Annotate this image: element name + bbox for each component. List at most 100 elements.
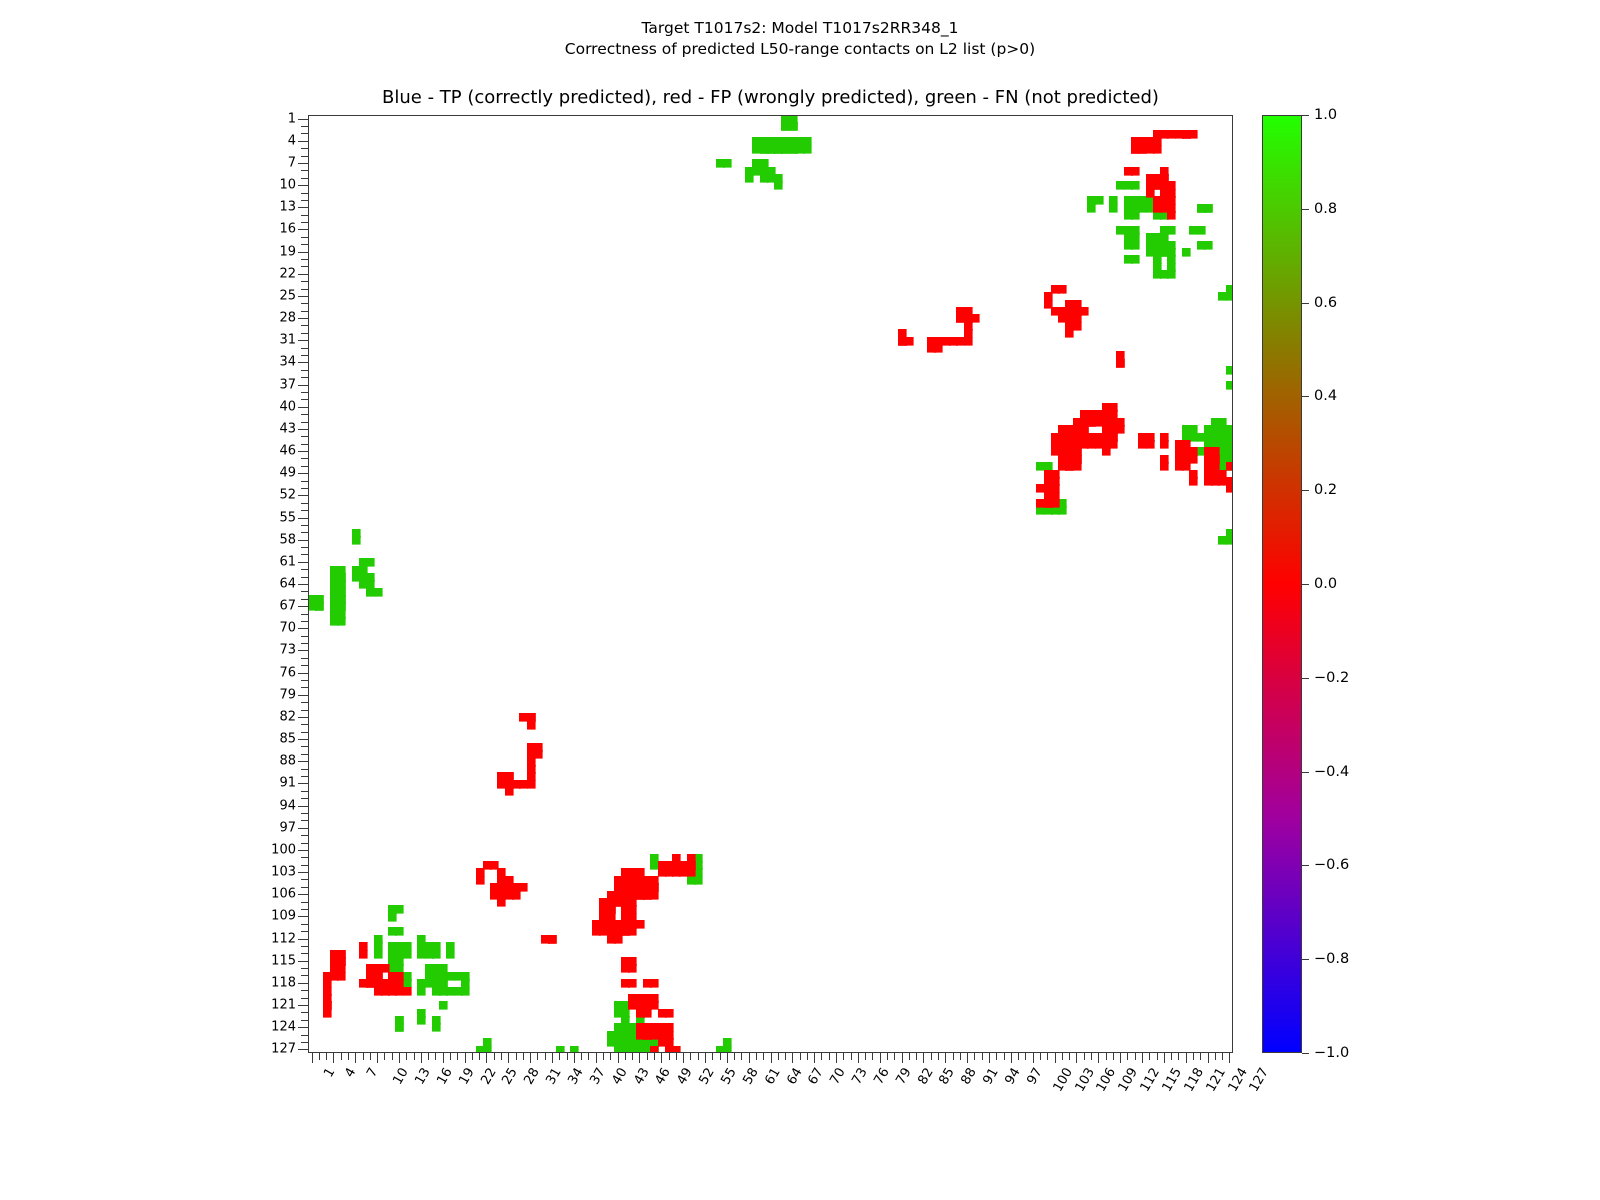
x-tick-label: 31 — [543, 1065, 565, 1088]
x-tick-label: 73 — [849, 1065, 871, 1088]
colorbar-tick-label: 0.4 — [1314, 388, 1338, 405]
x-tick-major — [420, 1053, 422, 1063]
y-tick-label: 70 — [279, 620, 296, 636]
x-tick-minor — [719, 1053, 721, 1060]
x-tick-label: 106 — [1093, 1065, 1120, 1095]
y-tick-minor — [301, 436, 308, 438]
y-tick-minor — [301, 547, 308, 549]
x-tick-minor — [1178, 1053, 1180, 1060]
x-tick-minor — [537, 1053, 539, 1060]
y-tick-minor — [301, 923, 308, 925]
y-tick-label: 43 — [279, 421, 296, 437]
y-tick-label: 64 — [279, 576, 296, 592]
y-tick-minor — [301, 532, 308, 534]
x-tick-major — [989, 1053, 990, 1063]
x-tick-major — [1163, 1053, 1165, 1063]
y-tick-minor — [301, 288, 308, 290]
y-tick-major — [298, 761, 308, 763]
x-tick-minor — [734, 1053, 736, 1060]
x-tick-minor — [318, 1053, 320, 1060]
y-tick-minor — [301, 510, 308, 512]
y-tick-label: 55 — [279, 510, 296, 526]
x-tick-label: 127 — [1246, 1065, 1273, 1095]
colorbar-tick-label: −0.6 — [1314, 857, 1350, 874]
y-tick-minor — [301, 842, 308, 844]
x-tick-minor — [653, 1053, 655, 1060]
y-tick-minor — [301, 170, 308, 172]
y-tick-minor — [301, 931, 308, 933]
x-tick-major — [1185, 1053, 1187, 1063]
x-tick-label: 10 — [390, 1065, 412, 1088]
x-tick-minor — [974, 1053, 976, 1060]
x-tick-label: 43 — [630, 1065, 653, 1088]
y-tick-major — [298, 849, 308, 851]
y-tick-minor — [301, 746, 308, 748]
y-tick-minor — [301, 975, 308, 977]
colorbar-tick — [1302, 677, 1309, 679]
y-tick-major — [298, 318, 308, 320]
y-tick-minor — [301, 369, 308, 371]
figure-legend-subtitle: Blue - TP (correctly predicted), red - F… — [382, 87, 1159, 108]
x-tick-major — [333, 1053, 335, 1063]
x-tick-minor — [1192, 1053, 1194, 1060]
x-tick-major — [530, 1053, 532, 1063]
colorbar-tick-label: −0.2 — [1314, 669, 1350, 686]
y-tick-label: 73 — [279, 642, 296, 658]
y-tick-minor — [301, 399, 308, 401]
x-tick-minor — [959, 1053, 961, 1060]
x-tick-minor — [1003, 1053, 1005, 1060]
x-tick-minor — [690, 1053, 692, 1060]
colorbar-gradient — [1262, 115, 1302, 1053]
colorbar-tick-label: 0.8 — [1314, 200, 1338, 217]
y-tick-major — [298, 872, 308, 874]
y-tick-minor — [301, 355, 308, 357]
colorbar-tick-label: 0.0 — [1314, 575, 1338, 592]
y-tick-label: 88 — [279, 753, 296, 769]
x-tick-minor — [588, 1053, 590, 1060]
y-tick-major — [298, 916, 308, 918]
x-tick-label: 4 — [342, 1065, 360, 1081]
y-tick-minor — [301, 901, 308, 903]
x-tick-label: 97 — [1024, 1065, 1046, 1088]
x-tick-minor — [1156, 1053, 1158, 1060]
colorbar-tick — [1302, 490, 1309, 492]
x-tick-major — [464, 1053, 466, 1063]
y-tick-label: 46 — [279, 443, 296, 459]
x-tick-minor — [828, 1053, 830, 1060]
x-tick-minor — [471, 1053, 473, 1060]
y-tick-minor — [301, 480, 308, 482]
y-tick-minor — [301, 598, 308, 600]
y-tick-major — [298, 938, 308, 940]
x-tick-major — [726, 1053, 728, 1063]
x-tick-label: 52 — [696, 1065, 718, 1088]
x-tick-major — [1207, 1053, 1209, 1063]
x-tick-major — [748, 1053, 750, 1063]
x-tick-minor — [1018, 1053, 1020, 1060]
x-tick-minor — [493, 1053, 495, 1060]
y-tick-minor — [301, 864, 308, 866]
x-tick-label: 58 — [740, 1065, 762, 1088]
y-tick-label: 91 — [279, 775, 296, 791]
x-tick-label: 103 — [1072, 1065, 1098, 1095]
y-tick-minor — [301, 458, 308, 460]
y-tick-major — [298, 140, 308, 142]
x-tick-minor — [1105, 1053, 1107, 1060]
y-tick-major — [298, 960, 308, 962]
y-tick-major — [298, 384, 308, 386]
contact-map-canvas[interactable] — [308, 115, 1233, 1053]
y-tick-label: 61 — [279, 554, 296, 570]
x-tick-label: 91 — [980, 1065, 1002, 1088]
y-tick-minor — [301, 310, 308, 312]
colorbar-tick — [1302, 302, 1309, 304]
x-tick-label: 7 — [364, 1065, 382, 1081]
y-tick-major — [298, 672, 308, 674]
x-tick-label: 67 — [805, 1065, 828, 1088]
x-tick-major — [377, 1053, 379, 1063]
contact-map-plot[interactable]: 1 4 7 10 13 16 19 22 25 28 31 34 37 40 43 46 49 52 55 58 61 6… — [271, 112, 1272, 1094]
y-tick-minor — [301, 155, 308, 157]
y-tick-minor — [301, 702, 308, 704]
y-tick-minor — [301, 665, 308, 667]
x-tick-minor — [1039, 1053, 1041, 1060]
x-tick-minor — [435, 1053, 437, 1060]
x-tick-minor — [952, 1053, 954, 1060]
